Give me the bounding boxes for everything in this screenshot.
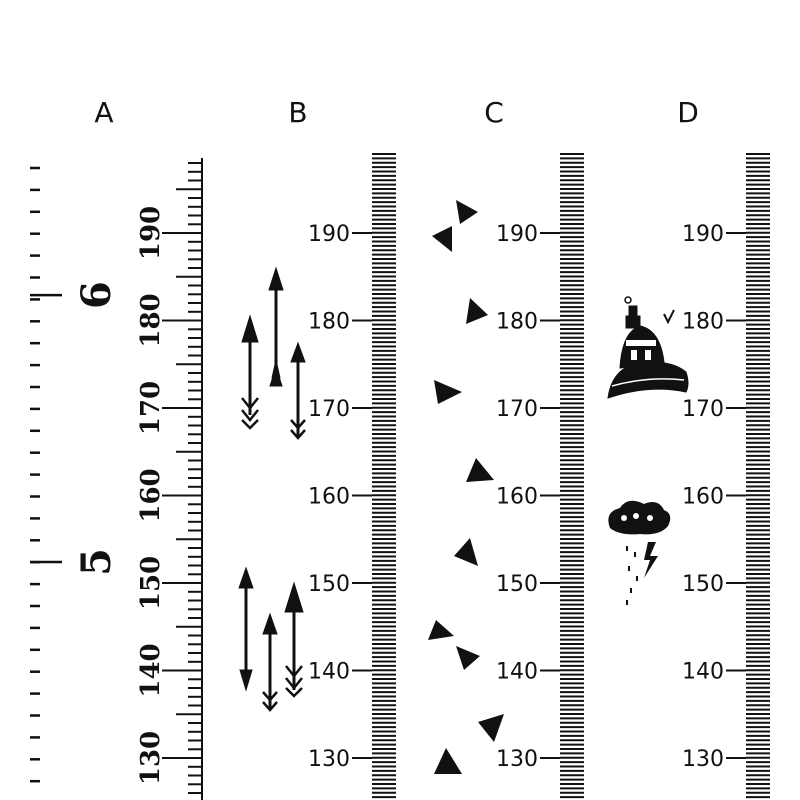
triangle-icon — [466, 458, 494, 482]
bowtie-icon — [456, 200, 478, 224]
arrow-group — [238, 266, 306, 712]
cm-label: 170 — [136, 381, 166, 435]
column-label-c: C — [484, 96, 504, 129]
cm-label: 190 — [136, 206, 166, 260]
rain-cloud-icon — [608, 500, 671, 605]
foot-label: 5 — [73, 548, 120, 576]
cm-label: 150 — [496, 572, 538, 597]
triangle-icon — [434, 380, 462, 404]
triangle-icon — [454, 538, 478, 566]
cm-label: 160 — [682, 485, 724, 510]
ruler-c: 190 180 170 160 150 140 130 — [496, 153, 584, 799]
triangle-icon — [478, 714, 504, 742]
cm-label: 130 — [496, 747, 538, 772]
cm-label: 180 — [136, 293, 166, 347]
cm-label: 170 — [496, 397, 538, 422]
cm-label: 140 — [308, 660, 350, 685]
cm-label: 130 — [136, 731, 166, 785]
cm-label: 170 — [682, 397, 724, 422]
cm-label: 130 — [682, 747, 724, 772]
bowtie-icon — [432, 226, 452, 252]
cm-label: 150 — [136, 556, 166, 610]
cm-label: 180 — [682, 310, 724, 335]
arrow-icon — [241, 314, 259, 430]
cm-label: 160 — [136, 468, 166, 522]
cm-label: 130 — [308, 747, 350, 772]
bowtie-icon — [428, 620, 454, 640]
cm-label: 150 — [682, 572, 724, 597]
triangle-icon — [434, 748, 462, 774]
arrow-icon — [238, 566, 254, 692]
hot-air-balloon-icon — [607, 296, 689, 399]
cm-label: 190 — [308, 222, 350, 247]
cm-label: 150 — [308, 572, 350, 597]
column-label-b: B — [288, 96, 308, 129]
arrow-icon — [290, 341, 306, 440]
ruler-b: 190 180 170 160 150 140 130 — [308, 153, 396, 799]
cm-label: 180 — [496, 310, 538, 335]
cm-label: 170 — [308, 397, 350, 422]
cm-label: 180 — [308, 310, 350, 335]
foot-label: 6 — [73, 281, 120, 309]
triangle-icon — [466, 298, 488, 324]
column-label-a: A — [94, 96, 114, 129]
arrow-icon — [268, 266, 284, 387]
ruler-a: 6 5 190 180 170 160 150 140 130 — [30, 158, 203, 800]
cm-label: 160 — [308, 485, 350, 510]
cm-label: 190 — [682, 222, 724, 247]
cm-label: 140 — [136, 643, 166, 697]
bowtie-icon — [456, 646, 480, 670]
triangle-group — [428, 200, 504, 774]
cm-label: 140 — [682, 660, 724, 685]
arrow-icon — [262, 612, 278, 712]
cm-label: 140 — [496, 660, 538, 685]
arrow-icon — [284, 581, 304, 698]
ruler-d: 190 180 170 160 150 140 130 — [682, 153, 770, 799]
column-label-d: D — [677, 96, 699, 129]
cm-label: 160 — [496, 485, 538, 510]
cm-label: 190 — [496, 222, 538, 247]
